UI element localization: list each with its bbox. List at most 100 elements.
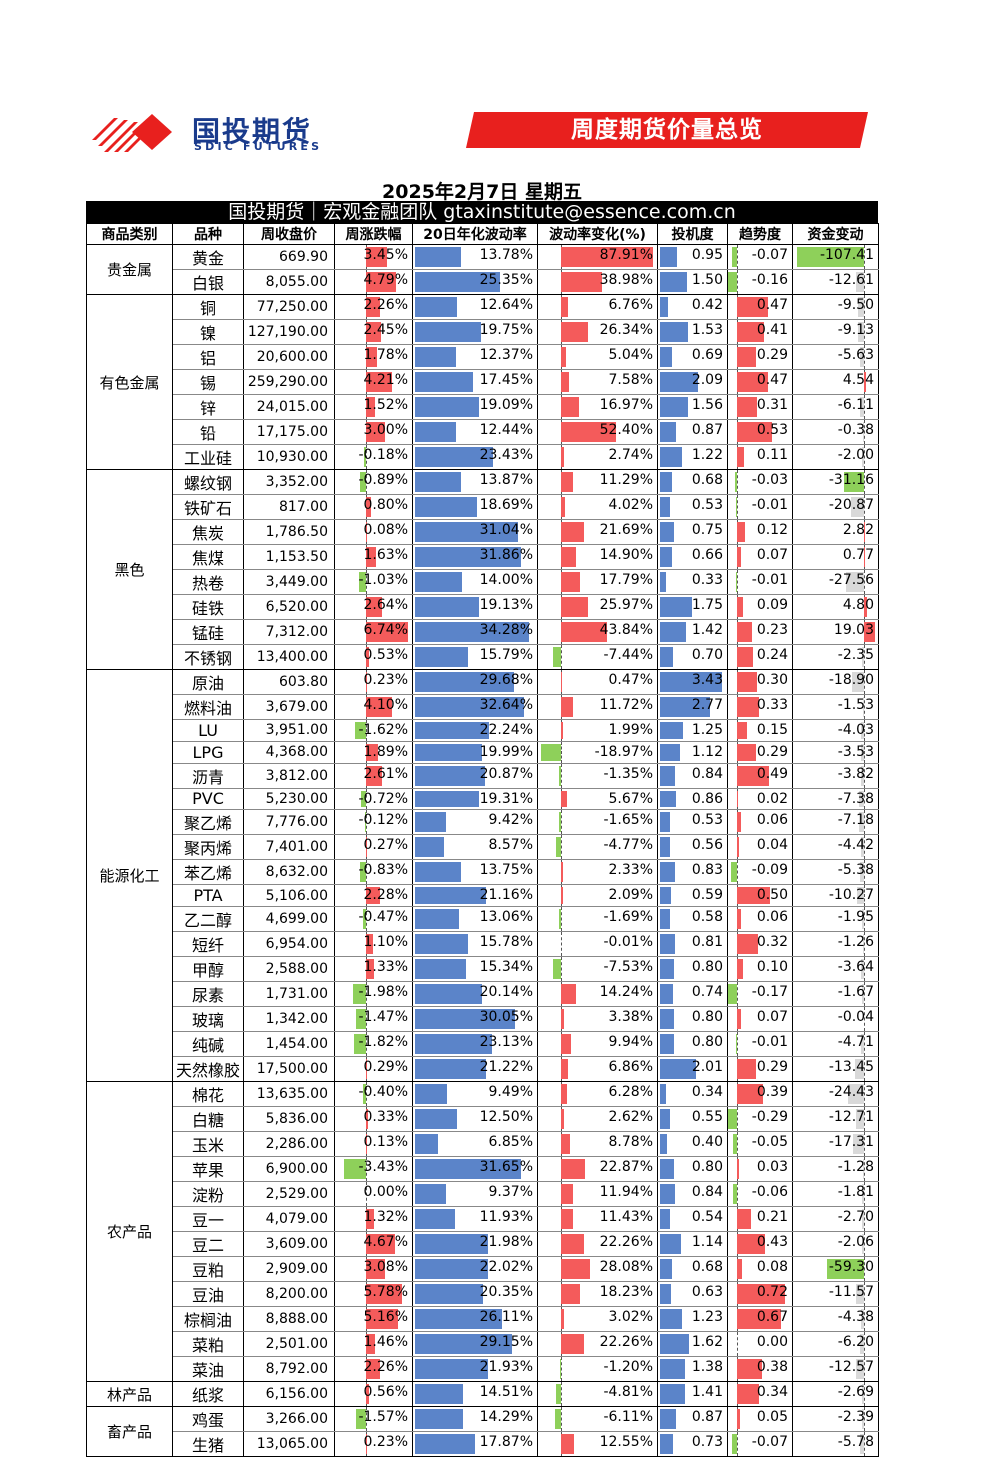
trend-degree: 0.07 [728,545,793,570]
product-name: 沥青 [173,763,244,788]
volatility-change: 17.79% [538,570,658,595]
bar-fill [660,547,672,567]
product-name: 镍 [173,320,244,345]
bar-fill [415,909,459,929]
speculation-degree: 0.70 [658,645,728,670]
fund-flow: -31.16 [793,470,879,495]
close-price: 2,286.00 [244,1132,335,1157]
bar-value: -2.39 [838,1407,874,1427]
bar-value: 2.61% [364,764,408,784]
bar-value: 15.79% [480,645,533,665]
bar-fill [660,862,675,882]
volatility-change: 12.55% [538,1432,658,1457]
bar-fill [731,862,737,882]
speculation-degree: 2.01 [658,1057,728,1082]
bar-value: 0.95 [692,245,723,265]
bar-value: 23.43% [480,445,533,465]
bar-fill [737,1159,739,1179]
bar-value: 1.52% [364,395,408,415]
product-name: 短纤 [173,932,244,957]
bar-fill [415,887,486,904]
bar-fill [660,422,676,442]
bar-fill [561,1309,564,1329]
bar-value: -12.57 [829,1357,874,1377]
bar-value: 0.08% [364,520,408,540]
close-price: 8,055.00 [244,270,335,295]
bar-fill [561,447,564,467]
category-cell: 贵金属 [87,245,173,295]
bar-value: 31.04% [480,520,533,540]
fund-flow: -1.53 [793,695,879,720]
bar-value: 14.51% [480,1382,533,1402]
fund-flow: -7.38 [793,788,879,810]
speculation-degree: 1.38 [658,1357,728,1382]
bar-fill [660,934,675,954]
bar-fill [737,597,743,617]
bar-fill [737,1059,756,1079]
bar-value: 1.33% [364,957,408,977]
bar-fill [561,1234,584,1254]
weekly-change: 4.79% [335,270,413,295]
bar-value: 0.83 [692,860,723,880]
volatility-20d: 25.35% [413,270,538,295]
weekly-change: -1.57% [335,1407,413,1432]
logo-text-en: SDIC FUTURES [194,140,322,153]
speculation-degree: 1.12 [658,741,728,763]
product-name: 菜粕 [173,1332,244,1357]
bar-fill [737,397,758,417]
bar-value: 1.46% [364,1332,408,1352]
trend-degree: 0.07 [728,1007,793,1032]
bar-value: 12.50% [480,1107,533,1127]
bar-value: -12.61 [829,270,874,290]
bar-fill [733,1184,737,1204]
bar-value: 6.86% [609,1057,653,1077]
bar-value: 17.45% [480,370,533,390]
bar-value: 0.33% [364,1107,408,1127]
bar-fill [660,1034,674,1054]
volatility-change: 22.26% [538,1332,658,1357]
bar-value: 0.87 [692,420,723,440]
bar-value: 21.69% [600,520,653,540]
bar-fill [561,497,565,517]
bar-fill [415,247,461,267]
volatility-20d: 14.29% [413,1407,538,1432]
product-name: 棉花 [173,1082,244,1107]
volatility-20d: 31.65% [413,1157,538,1182]
bar-value: 0.07 [757,1007,788,1027]
bar-fill [415,397,479,417]
bar-value: 13.06% [480,907,533,927]
bar-value: -0.01 [752,495,788,515]
bar-fill [561,887,563,904]
close-price: 8,792.00 [244,1357,335,1382]
bar-fill [415,959,466,979]
bar-value: 3.08% [364,1257,408,1277]
bar-value: -1.26 [838,932,874,952]
bar-value: 0.30 [757,670,788,690]
bar-value: -13.45 [829,1057,874,1077]
bar-value: 0.27% [364,835,408,855]
bar-fill [415,347,456,367]
bar-fill [736,572,737,592]
bar-value: 3.38% [609,1007,653,1027]
bar-fill [660,322,688,342]
bar-value: 5.67% [609,789,653,809]
bar-value: -1.69% [603,907,653,927]
fund-flow: -10.27 [793,885,879,907]
fund-flow: -3.53 [793,741,879,763]
bar-value: 0.80% [364,495,408,515]
bar-value: 1.75 [692,595,723,615]
bar-value: -6.11% [603,1407,653,1427]
bar-value: 2.62% [609,1107,653,1127]
trend-degree: 0.29 [728,741,793,763]
bar-value: -2.00 [838,445,874,465]
trend-degree: -0.01 [728,1032,793,1057]
product-name: 豆二 [173,1232,244,1257]
bar-fill [415,744,482,761]
bar-value: 31.86% [480,545,533,565]
trend-degree: 0.06 [728,907,793,932]
